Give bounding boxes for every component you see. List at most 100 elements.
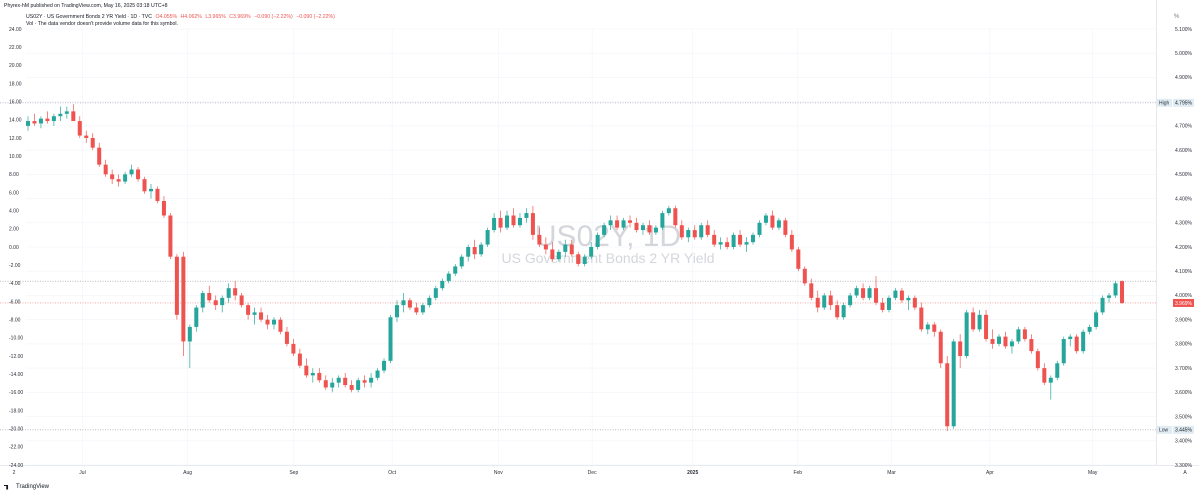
candle-body [789, 234, 794, 250]
candle [323, 375, 328, 390]
candle [343, 372, 348, 388]
candle [1107, 293, 1112, 303]
candle-body [1107, 295, 1112, 298]
low-badge-value: 3.445% [1175, 428, 1193, 434]
right-price-axis[interactable]: 5.100%5.000%4.900%4.800%4.700%4.600%4.50… [1175, 27, 1193, 469]
candle-body [964, 312, 969, 356]
candle-body [58, 113, 63, 117]
candle [977, 309, 982, 332]
candle [757, 220, 762, 238]
candle-body [874, 288, 879, 303]
candle-body [1009, 341, 1014, 347]
candle [394, 300, 399, 323]
left-axis-tick: 24.00 [9, 27, 22, 33]
candle-body [699, 225, 704, 238]
candle [666, 205, 671, 216]
candle [776, 217, 781, 231]
candle-body [1119, 281, 1125, 303]
candle-body [187, 326, 192, 342]
candle-body [770, 215, 775, 228]
candle [615, 215, 620, 231]
candle-body [136, 169, 141, 180]
candle-body [621, 220, 626, 228]
candle [1055, 360, 1060, 381]
candle [1081, 329, 1086, 354]
candle-body [1042, 368, 1047, 383]
candle [71, 104, 76, 122]
candle-body [563, 244, 568, 252]
candle [848, 293, 853, 308]
low-badge-label: Low [1159, 428, 1169, 434]
candle-body [433, 288, 438, 298]
left-axis-tick: -12.00 [9, 354, 23, 360]
candle-body [401, 300, 406, 306]
symbol-description[interactable]: US02Y · US Government Bonds 2 YR Yield ·… [26, 14, 152, 20]
left-axis-tick: 6.00 [9, 190, 19, 196]
candlestick-series[interactable] [25, 104, 1125, 432]
time-axis[interactable]: Jul Aug Sep Oct Nov Dec 2025 Feb Mar Apr May 2 A [13, 470, 1188, 476]
candle-body [1029, 339, 1034, 352]
candle-body [971, 312, 976, 330]
candle [938, 329, 943, 369]
candle [712, 230, 717, 247]
candle [653, 225, 658, 235]
ohlc-open: O4.055% [155, 14, 178, 20]
candle [492, 213, 497, 233]
candle-body [427, 297, 432, 306]
candle [1029, 334, 1034, 354]
candle-body [679, 225, 684, 238]
candle [161, 196, 166, 218]
candle-body [472, 247, 477, 255]
candle [77, 116, 82, 138]
price-badges: High 4.795% Low 3.445% 3.969% [1157, 98, 1194, 434]
price-axis-tick: 3.400% [1175, 439, 1193, 445]
candle [906, 295, 911, 310]
candle [181, 251, 186, 356]
candle [796, 247, 801, 272]
candle [971, 307, 976, 332]
price-axis-tick: 4.900% [1175, 75, 1193, 81]
candle-body [259, 312, 264, 320]
left-axis-tick: -6.00 [9, 299, 21, 305]
candle [647, 220, 652, 235]
candle [1113, 280, 1118, 298]
candle [142, 176, 147, 194]
time-axis-label: Sep [289, 470, 298, 476]
candle-body [951, 341, 956, 427]
candle-body [705, 225, 710, 235]
candle [1061, 336, 1066, 366]
candle-body [718, 242, 723, 245]
legend-line: US02Y · US Government Bonds 2 YR Yield ·… [26, 14, 335, 20]
candle-body [226, 288, 231, 298]
left-axis-tick: -20.00 [9, 426, 23, 432]
candle-body [297, 353, 302, 366]
candle [912, 295, 917, 310]
candle [123, 171, 128, 185]
percent-toggle-icon[interactable]: % [1174, 14, 1180, 20]
candle [679, 220, 684, 240]
high-badge-value-bg [1173, 98, 1194, 107]
candle-body [660, 213, 665, 228]
candle [621, 217, 626, 231]
price-axis-tick: 3.700% [1175, 366, 1193, 372]
candle [802, 266, 807, 286]
candle-body [349, 385, 354, 390]
candle [660, 210, 665, 231]
candle-body [647, 225, 652, 233]
candle-body [595, 234, 600, 247]
candle-body [757, 222, 762, 235]
candle-body [582, 256, 587, 264]
ohlc-close: C3.969% [229, 14, 251, 20]
candle [194, 305, 199, 332]
time-axis-label: Oct [388, 470, 396, 476]
auto-scale-icon: A [1183, 470, 1187, 476]
candle [226, 283, 231, 303]
left-axis-tick: 8.00 [9, 172, 19, 178]
candle-body [466, 247, 471, 257]
candle-body [906, 297, 911, 301]
candle [466, 244, 471, 262]
candle [1087, 324, 1092, 335]
candle-body [751, 234, 756, 243]
candle [129, 164, 134, 177]
